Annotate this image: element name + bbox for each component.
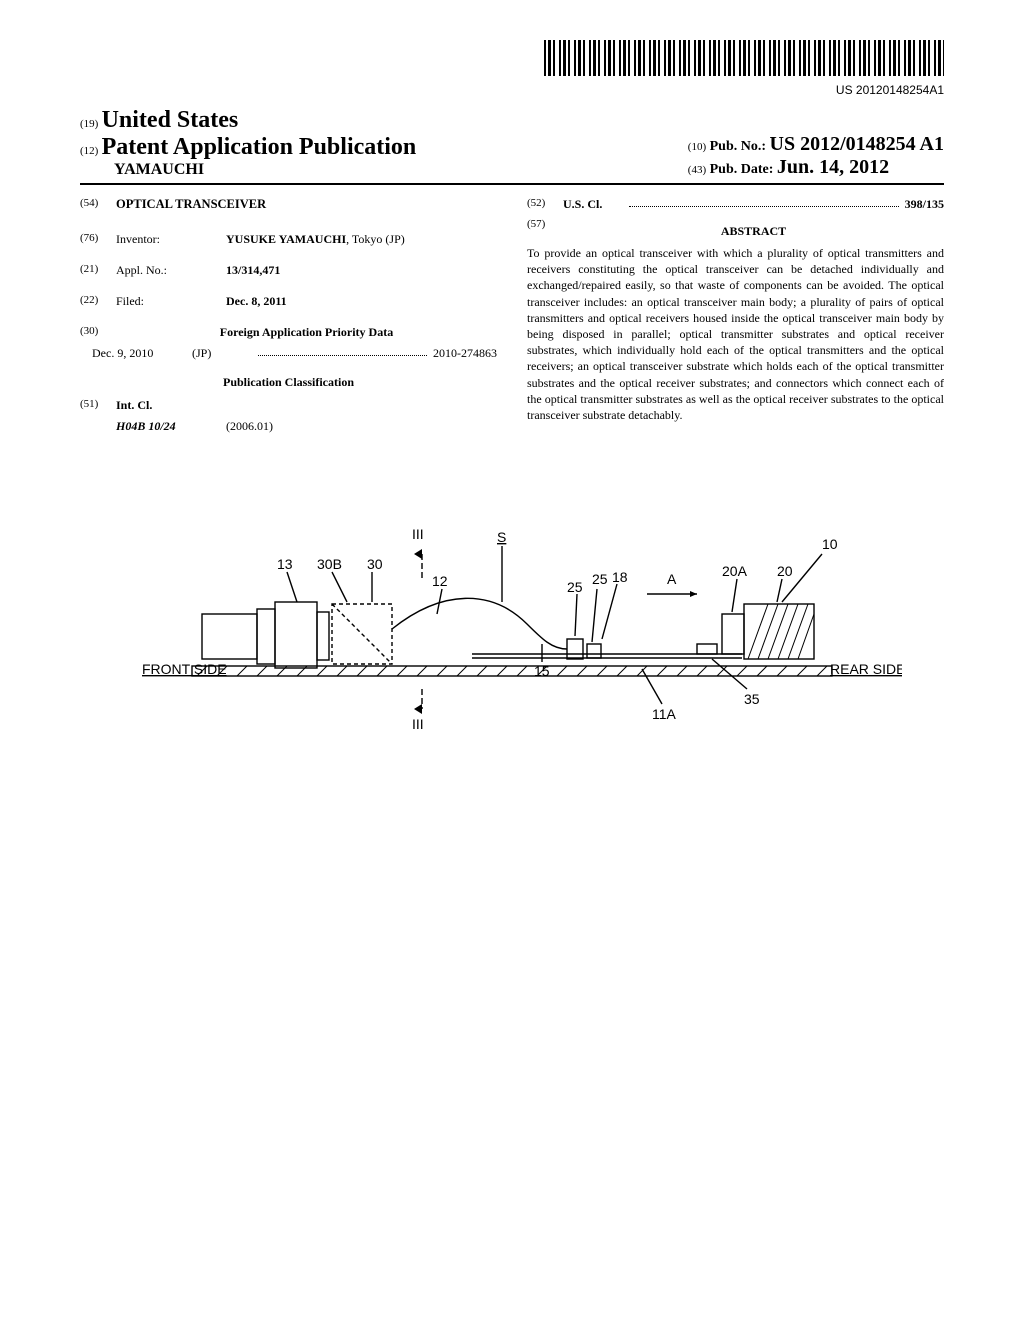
title-field: (54) OPTICAL TRANSCEIVER [80, 197, 497, 212]
dots-leader [629, 197, 899, 207]
ref-III-bot: III [412, 716, 424, 732]
barcode-icon [544, 40, 944, 76]
rear-side-label: REAR SIDE [830, 661, 902, 677]
ref-13: 13 [277, 556, 293, 572]
ref-10: 10 [822, 536, 838, 552]
intcl-edition: (2006.01) [226, 419, 273, 434]
patent-title: OPTICAL TRANSCEIVER [116, 197, 266, 212]
pubtype-code-num: (12) [80, 145, 98, 157]
uscl-value: 398/135 [905, 197, 944, 212]
intcl-num: (51) [80, 398, 116, 413]
filed-num: (22) [80, 294, 116, 309]
ref-20: 20 [777, 563, 793, 579]
uscl-field: (52) U.S. Cl. 398/135 [527, 197, 944, 212]
inventor-field: (76) Inventor: YUSUKE YAMAUCHI, Tokyo (J… [80, 232, 497, 247]
ref-25a: 25 [567, 579, 583, 595]
priority-country: (JP) [192, 346, 252, 361]
barcode-section: US 20120148254A1 [80, 40, 944, 97]
priority-app-number: 2010-274863 [433, 346, 497, 361]
country-code-num: (19) [80, 118, 98, 130]
dots-leader [258, 346, 427, 356]
foreign-priority-num: (30) [80, 325, 116, 340]
right-column: (52) U.S. Cl. 398/135 (57) ABSTRACT To p… [527, 197, 944, 434]
filed-label: Filed: [116, 294, 226, 309]
ref-30B: 30B [317, 556, 342, 572]
pubdate-code-num: (43) [688, 164, 706, 176]
inventor-label: Inventor: [116, 232, 226, 247]
header-right: (10) Pub. No.: US 2012/0148254 A1 (43) P… [688, 133, 944, 179]
ref-III-top: III [412, 526, 424, 542]
barcode-number: US 20120148254A1 [80, 83, 944, 97]
ref-35: 35 [744, 691, 760, 707]
ref-A: A [667, 571, 677, 587]
ref-S: S [497, 529, 506, 545]
filed-date: Dec. 8, 2011 [226, 294, 287, 309]
front-side-label: FRONT SIDE [142, 661, 227, 677]
publication-date: Jun. 14, 2012 [777, 156, 889, 178]
foreign-priority-heading: Foreign Application Priority Data [116, 325, 497, 340]
abstract-heading: ABSTRACT [563, 224, 944, 239]
ref-20A: 20A [722, 563, 748, 579]
ref-12: 12 [432, 573, 448, 589]
publication-type: Patent Application Publication [102, 134, 417, 160]
intcl-code: H04B 10/24 [116, 419, 226, 434]
pubno-code-num: (10) [688, 141, 706, 153]
uscl-num: (52) [527, 197, 563, 212]
application-number: 13/314,471 [226, 263, 280, 278]
filed-field: (22) Filed: Dec. 8, 2011 [80, 294, 497, 309]
inventor-num: (76) [80, 232, 116, 247]
author-name: YAMAUCHI [80, 161, 416, 179]
body-columns: (54) OPTICAL TRANSCEIVER (76) Inventor: … [80, 197, 944, 434]
intcl-label: Int. Cl. [116, 398, 152, 413]
intcl-field: (51) Int. Cl. [80, 398, 497, 413]
pubdate-label: Pub. Date: [710, 162, 774, 177]
header-left: (19) United States (12) Patent Applicati… [80, 107, 416, 179]
pubno-label: Pub. No.: [710, 139, 766, 154]
priority-date: Dec. 9, 2010 [92, 346, 192, 361]
ref-15: 15 [534, 663, 550, 679]
figure-area: FRONT SIDE REAR SIDE 10 13 30B 30 12 S 2… [80, 494, 944, 759]
inventor-location: , Tokyo (JP) [346, 232, 405, 246]
applno-label: Appl. No.: [116, 263, 226, 278]
ref-18: 18 [612, 569, 628, 585]
ref-25b: 25 [592, 571, 608, 587]
foreign-priority-heading-row: (30) Foreign Application Priority Data [80, 325, 497, 340]
abstract-text: To provide an optical transceiver with w… [527, 245, 944, 423]
priority-data-row: Dec. 9, 2010 (JP) 2010-274863 [80, 346, 497, 361]
ref-30: 30 [367, 556, 383, 572]
uscl-label: U.S. Cl. [563, 197, 623, 212]
intcl-row: H04B 10/24 (2006.01) [80, 419, 497, 434]
country-name: United States [102, 107, 239, 133]
inventor-name: YUSUKE YAMAUCHI [226, 232, 346, 246]
publication-number: US 2012/0148254 A1 [770, 133, 944, 155]
header: (19) United States (12) Patent Applicati… [80, 107, 944, 185]
abstract-num: (57) [527, 218, 563, 245]
applno-field: (21) Appl. No.: 13/314,471 [80, 263, 497, 278]
ref-11A: 11A [652, 706, 677, 722]
patent-figure-icon: FRONT SIDE REAR SIDE 10 13 30B 30 12 S 2… [122, 494, 902, 754]
left-column: (54) OPTICAL TRANSCEIVER (76) Inventor: … [80, 197, 497, 434]
pub-classification-heading: Publication Classification [80, 375, 497, 390]
applno-num: (21) [80, 263, 116, 278]
title-num: (54) [80, 197, 116, 212]
